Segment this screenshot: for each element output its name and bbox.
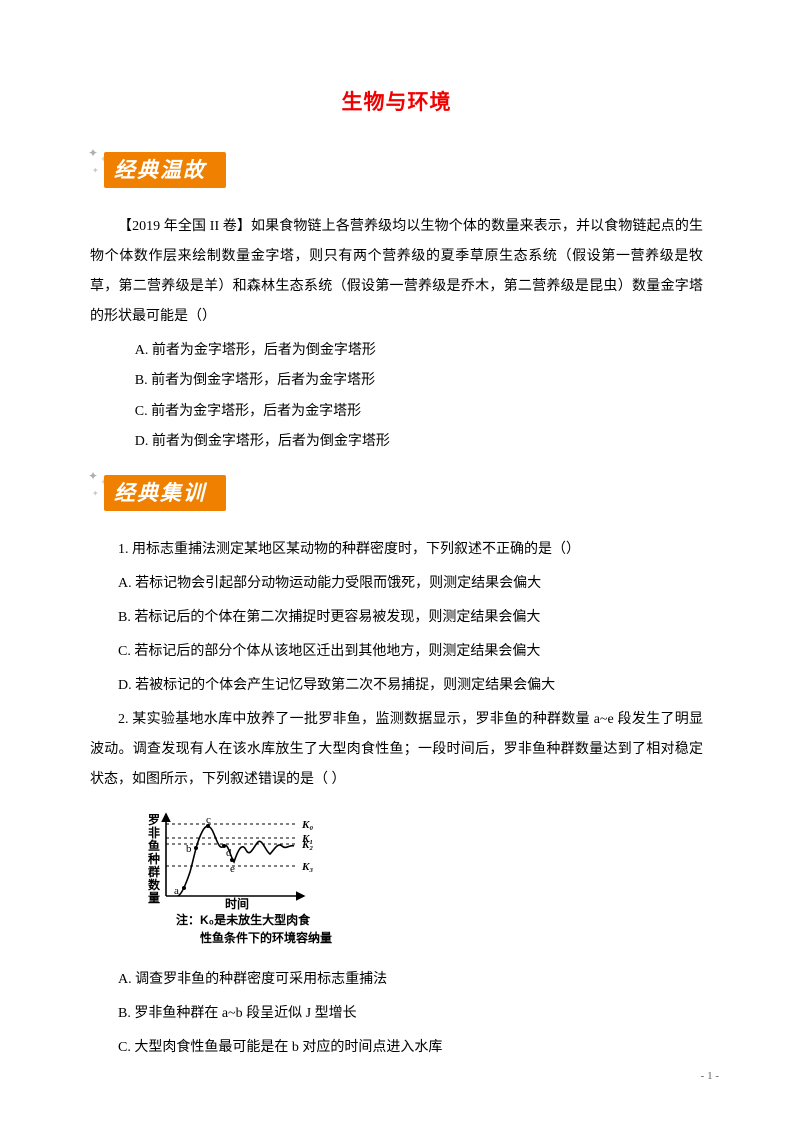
section-badge-training: ✦ ✦ ✦ 经典集训 bbox=[86, 471, 236, 515]
document-page: 生物与环境 ✦ ✦ ✦ 经典温故 【2019 年全国 II 卷】如果食物链上各营… bbox=[0, 0, 793, 1122]
question-1-option-b: B. 若标记后的个体在第二次捕捉时更容易被发现，则测定结果会偏大 bbox=[90, 603, 703, 633]
question-2-option-b: B. 罗非鱼种群在 a~b 段呈近似 J 型增长 bbox=[90, 999, 703, 1029]
question-0-option-c: C. 前者为金字塔形，后者为金字塔形 bbox=[90, 397, 703, 427]
svg-text:罗: 罗 bbox=[148, 812, 160, 827]
page-title: 生物与环境 bbox=[90, 86, 703, 116]
svg-text:c: c bbox=[206, 814, 211, 826]
svg-text:鱼: 鱼 bbox=[148, 838, 160, 853]
svg-text:d: d bbox=[226, 847, 232, 859]
question-1-option-d: D. 若被标记的个体会产生记忆导致第二次不易捕捉，则测定结果会偏大 bbox=[90, 671, 703, 701]
svg-text:种: 种 bbox=[147, 851, 160, 866]
svg-text:K₀: K₀ bbox=[301, 819, 313, 831]
svg-text:e: e bbox=[230, 863, 235, 875]
star-icon: ✦ bbox=[92, 166, 99, 175]
page-number: - 1 - bbox=[701, 1070, 719, 1082]
svg-text:K₂: K₂ bbox=[301, 839, 313, 851]
svg-text:时间: 时间 bbox=[225, 896, 249, 910]
star-icon: ✦ bbox=[88, 146, 98, 161]
question-1-option-c: C. 若标记后的部分个体从该地区迁出到其他地方，则测定结果会偏大 bbox=[90, 637, 703, 667]
section-badge-label: 经典集训 bbox=[104, 475, 226, 511]
chart-caption-line1: 注：K₀是未放生大型肉食 bbox=[176, 912, 703, 929]
svg-text:a: a bbox=[174, 885, 179, 897]
question-1-option-a: A. 若标记物会引起部分动物运动能力受限而饿死，则测定结果会偏大 bbox=[90, 569, 703, 599]
svg-text:量: 量 bbox=[148, 891, 160, 905]
section-badge-review: ✦ ✦ ✦ 经典温故 bbox=[86, 148, 236, 192]
svg-text:K₃: K₃ bbox=[301, 861, 313, 873]
population-chart: K₀K₁K₂K₃abcde罗非鱼种群数量时间 注：K₀是未放生大型肉食 性鱼条件… bbox=[142, 810, 703, 948]
question-0-stem: 【2019 年全国 II 卷】如果食物链上各营养级均以生物个体的数量来表示，并以… bbox=[90, 212, 703, 332]
svg-text:非: 非 bbox=[148, 825, 160, 840]
question-2-option-c: C. 大型肉食性鱼最可能是在 b 对应的时间点进入水库 bbox=[90, 1033, 703, 1063]
question-2-option-a: A. 调查罗非鱼的种群密度可采用标志重捕法 bbox=[90, 965, 703, 995]
question-0-option-b: B. 前者为倒金字塔形，后者为金字塔形 bbox=[90, 366, 703, 396]
star-icon: ✦ bbox=[88, 469, 98, 484]
section-badge-label: 经典温故 bbox=[104, 152, 226, 188]
svg-text:数: 数 bbox=[148, 877, 161, 892]
question-0-option-d: D. 前者为倒金字塔形，后者为倒金字塔形 bbox=[90, 427, 703, 457]
svg-text:群: 群 bbox=[147, 864, 160, 879]
svg-text:b: b bbox=[186, 843, 192, 855]
question-1-stem: 1. 用标志重捕法测定某地区某动物的种群密度时，下列叙述不正确的是（） bbox=[90, 535, 703, 565]
chart-svg: K₀K₁K₂K₃abcde罗非鱼种群数量时间 bbox=[142, 810, 352, 910]
question-2-stem: 2. 某实验基地水库中放养了一批罗非鱼，监测数据显示，罗非鱼的种群数量 a~e … bbox=[90, 705, 703, 795]
question-0-option-a: A. 前者为金字塔形，后者为倒金字塔形 bbox=[90, 336, 703, 366]
star-icon: ✦ bbox=[92, 489, 99, 498]
chart-caption-line2: 性鱼条件下的环境容纳量 bbox=[200, 930, 703, 947]
